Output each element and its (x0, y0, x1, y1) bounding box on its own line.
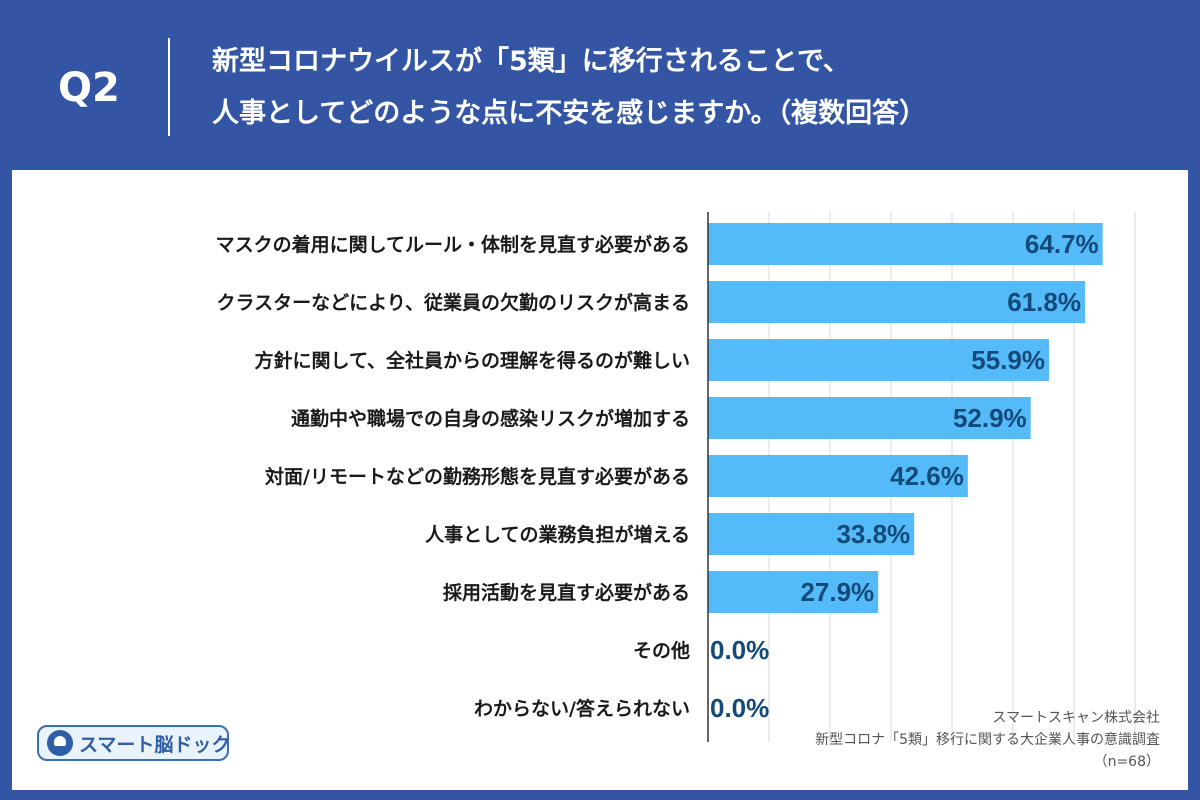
category-label: クラスターなどにより、従業員の欠勤のリスクが高まる (217, 291, 690, 314)
bar (708, 571, 879, 613)
value-label: 27.9% (800, 577, 874, 607)
category-label: その他 (633, 639, 690, 662)
category-label: 方針に関して、全社員からの理解を得るのが難しい (255, 349, 690, 372)
bar (708, 223, 1103, 265)
survey-name: 新型コロナ「5類」移行に関する大企業人事の意識調査 (815, 732, 1160, 748)
bar (708, 281, 1085, 323)
category-label: 通勤中や職場での自身の感染リスクが増加する (291, 407, 690, 430)
value-label: 61.8% (1007, 287, 1081, 317)
category-label: マスクの着用に関してルール・体制を見直す必要がある (216, 233, 690, 256)
source-credit: スマートスキャン株式会社 新型コロナ「5類」移行に関する大企業人事の意識調査 （… (815, 707, 1160, 773)
category-label: わからない/答えられない (474, 697, 690, 720)
value-label: 42.6% (890, 461, 964, 491)
brand-logo: スマート脳ドック (37, 725, 231, 761)
question-id: Q2 (58, 65, 120, 111)
sample-size: （n=68） (1093, 754, 1160, 770)
bar (708, 455, 968, 497)
question-title-line-1: 新型コロナウイルスが「5類」に移行されることで、 (212, 46, 850, 77)
category-label: 対面/リモートなどの勤務形態を見直す必要がある (264, 465, 690, 488)
brand-logo-text: スマート脳ドック (79, 733, 231, 756)
value-label: 55.9% (971, 345, 1045, 375)
value-label: 64.7% (1025, 229, 1099, 259)
brain-dock-icon (47, 730, 73, 756)
bar (708, 513, 915, 555)
chart-panel: マスクの着用に関してルール・体制を見直す必要がある 64.7% クラスターなどにより… (12, 170, 1188, 790)
header-divider (168, 38, 170, 136)
bar (708, 397, 1031, 439)
question-title-line-2: 人事としてどのような点に不安を感じますか。（複数回答） (212, 98, 927, 129)
value-label: 0.0% (710, 635, 769, 665)
value-label: 52.9% (953, 403, 1027, 433)
value-label: 33.8% (836, 519, 910, 549)
bar (708, 339, 1049, 381)
category-label: 人事としての業務負担が増える (425, 523, 690, 546)
value-label: 0.0% (710, 693, 769, 723)
bar-chart: マスクの着用に関してルール・体制を見直す必要がある 64.7% クラスターなどにより… (216, 212, 1136, 742)
category-label: 採用活動を見直す必要がある (443, 581, 690, 604)
company-name: スマートスキャン株式会社 (992, 710, 1160, 726)
question-title: 新型コロナウイルスが「5類」に移行されることで、 人事としてどのような点に不安を… (212, 36, 1172, 140)
